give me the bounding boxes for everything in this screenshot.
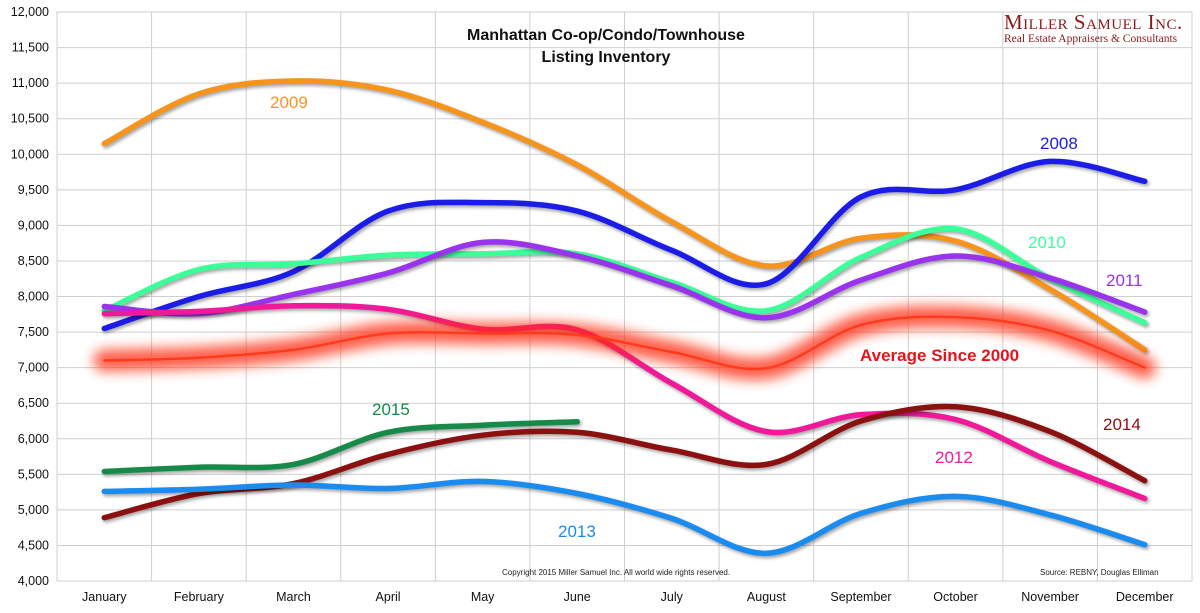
series-shadow (102, 480, 1150, 559)
series-label-2012: 2012 (935, 448, 973, 467)
y-tick-label: 11,500 (12, 41, 49, 55)
brand-logo: Miller Samuel Inc. Real Estate Appraiser… (1004, 11, 1183, 46)
series-2015 (101, 418, 582, 477)
x-tick-label: January (82, 590, 127, 604)
series-label-2008: 2008 (1040, 134, 1078, 153)
brand-name: Miller Samuel Inc. (1004, 10, 1183, 34)
series-2009 (101, 78, 1150, 355)
chart-subtitle: Listing Inventory (542, 49, 671, 66)
y-tick-label: 4,500 (18, 538, 49, 552)
y-tick-label: 5,500 (18, 467, 49, 481)
series-2013 (101, 478, 1150, 559)
y-tick-label: 7,500 (18, 325, 49, 339)
y-tick-label: 6,500 (18, 396, 49, 410)
series-line (103, 315, 1146, 371)
series-line (101, 418, 580, 475)
series-line (101, 78, 1148, 353)
series-2008 (101, 158, 1150, 334)
source-note: Source: REBNY, Douglas Elliman (1040, 568, 1159, 577)
x-tick-label: August (747, 590, 786, 604)
series-label-average: Average Since 2000 (860, 346, 1019, 365)
y-tick-label: 10,500 (11, 112, 49, 126)
x-tick-label: October (933, 590, 977, 604)
copyright-note: Copyright 2015 Miller Samuel Inc. All wo… (502, 568, 730, 577)
series-line (101, 302, 1148, 502)
y-tick-label: 9,000 (18, 218, 49, 232)
series-label-2009: 2009 (270, 93, 308, 112)
series-line (101, 478, 1148, 557)
series-average-since-2000 (93, 305, 1156, 381)
series-label-2013: 2013 (558, 522, 596, 541)
brand-tagline: Real Estate Appraisers & Consultants (1004, 33, 1178, 45)
x-tick-label: November (1021, 590, 1079, 604)
x-tick-label: April (376, 590, 401, 604)
series-line (101, 225, 1148, 326)
series-2011 (101, 239, 1150, 323)
x-tick-label: March (276, 590, 311, 604)
y-tick-label: 4,000 (18, 574, 49, 588)
y-tick-label: 7,000 (18, 361, 49, 375)
y-tick-label: 10,000 (11, 147, 49, 161)
x-tick-label: December (1116, 590, 1174, 604)
y-tick-label: 11,000 (12, 76, 49, 90)
series-label-2014: 2014 (1103, 415, 1141, 434)
x-tick-label: July (661, 590, 684, 604)
y-tick-label: 5,000 (18, 503, 49, 517)
y-tick-label: 8,000 (18, 290, 49, 304)
x-tick-label: September (830, 590, 891, 604)
series-label-2010: 2010 (1028, 233, 1066, 252)
series-label-2015: 2015 (372, 400, 410, 419)
x-tick-label: February (174, 590, 225, 604)
chart-title: Manhattan Co-op/Condo/Townhouse (467, 27, 745, 44)
x-tick-label: May (471, 590, 495, 604)
y-tick-label: 12,000 (11, 5, 49, 19)
y-tick-label: 8,500 (18, 254, 49, 268)
y-tick-label: 6,000 (18, 432, 49, 446)
series-label-2011: 2011 (1106, 271, 1143, 290)
series-2012 (101, 302, 1150, 504)
x-tick-label: June (564, 590, 591, 604)
series-line (101, 239, 1148, 321)
series-line (101, 158, 1148, 332)
y-tick-label: 9,500 (18, 183, 49, 197)
